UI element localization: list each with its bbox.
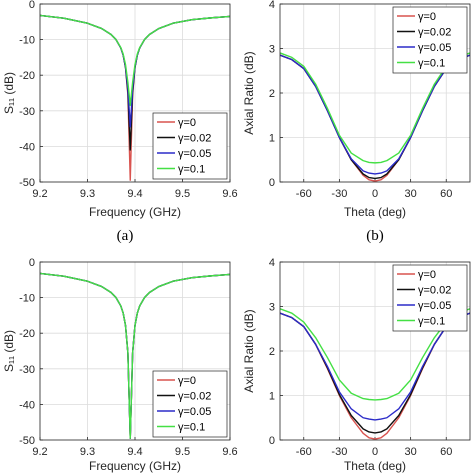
- x-tick-label: -30: [331, 446, 347, 458]
- panel-caption: (a): [117, 228, 134, 244]
- y-axis-label: S₁₁ (dB): [2, 330, 16, 372]
- y-tick-label: 3: [269, 302, 275, 314]
- legend-entry-3: γ=0.1: [178, 422, 205, 434]
- legend: γ=0 γ=0.02 γ=0.05 γ=0.1: [392, 264, 468, 332]
- axes-frame: [39, 3, 231, 183]
- axes-frame: [279, 3, 471, 183]
- x-tick-label: 60: [440, 446, 452, 458]
- legend-entry-1: γ=0.02: [418, 285, 451, 297]
- x-tick-label: 9.2: [32, 446, 47, 458]
- legend-entry-3: γ=0.1: [418, 316, 445, 328]
- y-tick-label: 2: [269, 346, 275, 358]
- legend-entry-0: γ=0: [418, 11, 436, 23]
- x-tick-label: 9.5: [175, 446, 190, 458]
- y-axis-label: S₁₁ (dB): [2, 72, 16, 114]
- x-tick-label: -60: [296, 188, 312, 200]
- y-tick-label: -50: [19, 177, 35, 189]
- legend-entry-1: γ=0.02: [178, 391, 211, 403]
- y-tick-label: 0: [29, 0, 35, 11]
- legend-entry-2: γ=0.05: [418, 42, 451, 54]
- y-tick-label: 3: [269, 44, 275, 56]
- legend-entry-0: γ=0: [418, 269, 436, 281]
- x-tick-label: -30: [331, 188, 347, 200]
- legend-entry-0: γ=0: [178, 375, 196, 387]
- y-tick-label: 4: [269, 257, 275, 269]
- axes-frame: [39, 261, 231, 441]
- x-axis-label: Frequency (GHz): [89, 205, 181, 219]
- y-tick-label: -20: [19, 70, 35, 82]
- y-axis-label: Axial Ratio (dB): [242, 309, 256, 392]
- x-tick-label: 9.6: [222, 446, 237, 458]
- legend-entry-0: γ=0: [178, 117, 196, 129]
- y-axis-label: Axial Ratio (dB): [242, 51, 256, 134]
- chart-panel-top-left: 9.2 9.3 9.4 9.5 9.6 0 -10 -20 -30 -40 -50 Frequency…: [2, 0, 238, 244]
- y-tick-label: -30: [19, 106, 35, 118]
- panel-caption: (b): [366, 228, 384, 244]
- legend-entry-3: γ=0.1: [178, 164, 205, 176]
- legend-entry-1: γ=0.02: [418, 27, 451, 39]
- series-line-2: [280, 54, 470, 175]
- chart-panel-top-right: -60 -30 0 30 60 0 1 2 3 4 Theta (deg) Axial Ratio (…: [242, 0, 471, 244]
- x-tick-label: 9.3: [80, 188, 95, 200]
- x-axis-label: Frequency (GHz): [89, 459, 181, 473]
- series-line-3: [280, 308, 470, 401]
- y-tick-label: 4: [269, 0, 275, 11]
- series-line-3: [280, 52, 470, 164]
- y-tick-label: 0: [29, 257, 35, 269]
- series-line-3: [40, 14, 230, 107]
- y-tick-label: -50: [19, 435, 35, 447]
- legend-entry-3: γ=0.1: [418, 58, 445, 70]
- y-tick-label: 2: [269, 88, 275, 100]
- y-tick-label: 1: [269, 391, 275, 403]
- chart-panel-bottom-right: -60 -30 0 30 60 0 1 2 3 4 Theta (deg) Axial Ratio (…: [242, 257, 471, 473]
- legend-entry-2: γ=0.05: [418, 300, 451, 312]
- y-tick-label: -40: [19, 399, 35, 411]
- x-tick-label: 9.4: [127, 188, 142, 200]
- y-tick-label: -10: [19, 293, 35, 305]
- axes-frame: [279, 261, 471, 441]
- legend-entry-2: γ=0.05: [178, 148, 211, 160]
- x-tick-label: 9.3: [80, 446, 95, 458]
- y-tick-label: -10: [19, 35, 35, 47]
- y-tick-label: -40: [19, 141, 35, 153]
- x-tick-label: 9.4: [127, 446, 142, 458]
- y-tick-label: 0: [269, 177, 275, 189]
- y-tick-label: -20: [19, 328, 35, 340]
- x-axis-label: Theta (deg): [344, 459, 406, 473]
- x-tick-label: 0: [372, 188, 378, 200]
- x-tick-label: 30: [405, 188, 417, 200]
- x-tick-label: 9.6: [222, 188, 237, 200]
- series-line-2: [280, 312, 470, 421]
- series-line-3: [40, 272, 230, 439]
- chart-panel-bottom-left: 9.2 9.3 9.4 9.5 9.6 0 -10 -20 -30 -40 -50 Frequency…: [2, 257, 238, 473]
- x-tick-label: -60: [296, 446, 312, 458]
- legend: γ=0 γ=0.02 γ=0.05 γ=0.1: [392, 6, 468, 74]
- legend: γ=0 γ=0.02 γ=0.05 γ=0.1: [152, 370, 228, 438]
- y-tick-label: -30: [19, 364, 35, 376]
- x-tick-label: 9.5: [175, 188, 190, 200]
- x-tick-label: 30: [405, 446, 417, 458]
- x-tick-label: 0: [372, 446, 378, 458]
- x-tick-label: 9.2: [32, 188, 47, 200]
- y-tick-label: 0: [269, 435, 275, 447]
- y-tick-label: 1: [269, 133, 275, 145]
- legend: γ=0 γ=0.02 γ=0.05 γ=0.1: [152, 112, 228, 180]
- legend-entry-1: γ=0.02: [178, 133, 211, 145]
- legend-entry-2: γ=0.05: [178, 406, 211, 418]
- x-tick-label: 60: [440, 188, 452, 200]
- x-axis-label: Theta (deg): [344, 205, 406, 219]
